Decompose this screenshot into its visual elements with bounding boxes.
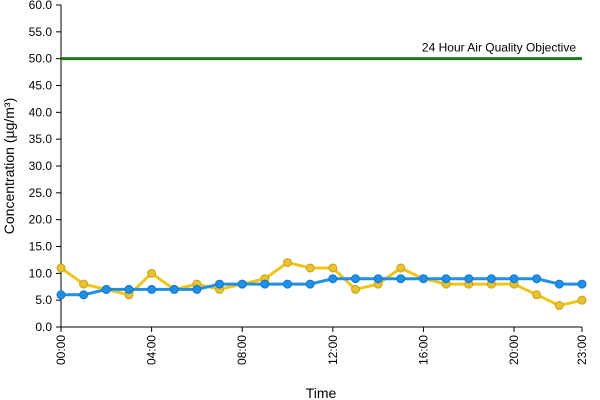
x-tick-label: 20:00 (507, 335, 521, 365)
series-0-point (396, 263, 406, 273)
series-1-point (169, 284, 179, 294)
y-tick-label: 35.0 (29, 132, 53, 146)
y-tick-label: 10.0 (29, 266, 53, 280)
series-0-point (79, 279, 89, 289)
series-1-point (486, 274, 496, 284)
reference-line-group: 24 Hour Air Quality Objective (61, 41, 582, 61)
y-axis: 0.0 5.0 10.0 15.0 20.0 25.0 30.0 35.0 40.0 45.0 50… (29, 0, 62, 334)
x-tick-label: 23:00 (575, 335, 589, 365)
y-tick-label: 5.0 (35, 293, 52, 307)
y-tick-label: 55.0 (29, 25, 53, 39)
series-1-point (283, 279, 293, 289)
series-1-point (260, 279, 270, 289)
series-0-point (147, 268, 157, 278)
x-tick-label: 08:00 (235, 335, 249, 365)
series-0-point (328, 263, 338, 273)
y-tick-label: 25.0 (29, 186, 53, 200)
series-1-point (101, 284, 111, 294)
series-0-line (60, 261, 583, 308)
series-1-point (147, 284, 157, 294)
x-axis-title: Time (306, 385, 337, 400)
series-1-point (237, 279, 247, 289)
series-0-point (56, 263, 66, 273)
series-1-point (350, 274, 360, 284)
series-1-point (305, 279, 315, 289)
y-tick-label: 20.0 (29, 213, 53, 227)
y-tick-label: 15.0 (29, 240, 53, 254)
y-axis-title: Concentration (µg/m³) (1, 98, 17, 234)
series-0-point (577, 295, 587, 305)
y-tick-label: 50.0 (29, 52, 53, 66)
x-tick-label: 00:00 (54, 335, 68, 365)
series-0-point (305, 263, 315, 273)
series-1-point (56, 290, 66, 300)
x-tick-label: 16:00 (416, 335, 430, 365)
series-1-point (509, 274, 519, 284)
y-tick-label: 30.0 (29, 159, 53, 173)
series-0-point (350, 284, 360, 294)
x-tick-label: 04:00 (145, 335, 159, 365)
series-1-point (79, 290, 89, 300)
series-0-point (283, 258, 293, 268)
series-1-point (418, 274, 428, 284)
series-group (56, 258, 587, 311)
y-tick-label: 0.0 (35, 320, 52, 334)
series-1-point (373, 274, 383, 284)
x-tick-label: 12:00 (326, 335, 340, 365)
series-0-point (532, 290, 542, 300)
series-1-point (328, 274, 338, 284)
y-tick-label: 45.0 (29, 79, 53, 93)
series-1-point (441, 274, 451, 284)
series-1-point (215, 279, 225, 289)
reference-line-label: 24 Hour Air Quality Objective (422, 41, 576, 55)
series-1-point (464, 274, 474, 284)
x-axis: 00:00 04:00 08:00 12:00 16:00 20:00 23:00 (54, 326, 589, 365)
series-1-point (577, 279, 587, 289)
y-tick-label: 60.0 (29, 0, 53, 12)
series-0-point (554, 301, 564, 311)
series-1-point (554, 279, 564, 289)
series-1-point (124, 284, 134, 294)
y-tick-label: 40.0 (29, 105, 53, 119)
series-1-point (396, 274, 406, 284)
series-1-point (532, 274, 542, 284)
series-1-point (192, 284, 202, 294)
